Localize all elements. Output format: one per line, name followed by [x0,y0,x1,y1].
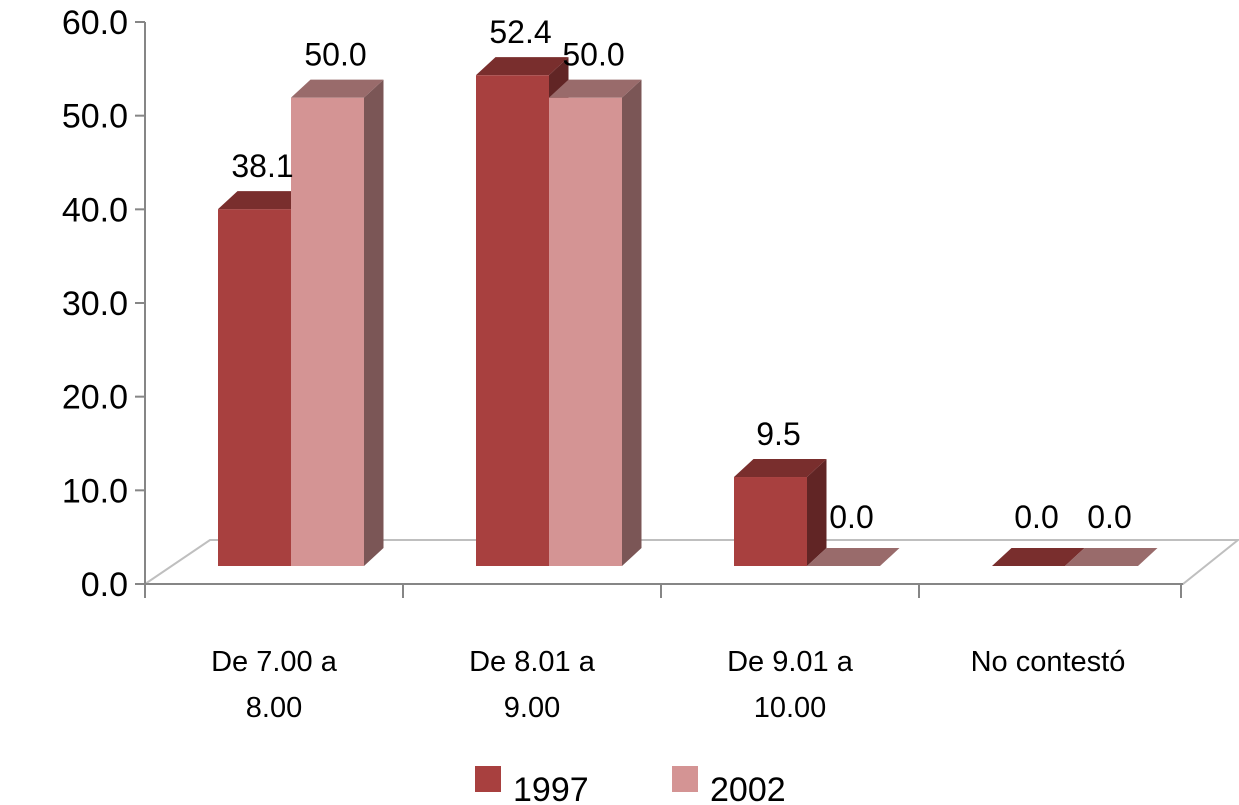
bar-front [549,97,622,567]
bar-top [992,548,1085,566]
bar-2002-2 [807,548,900,566]
data-labels: 38.1 52.4 9.5 0.0 50.0 50.0 0.0 0.0 [231,14,1131,535]
bar-top [291,79,384,98]
data-label: 38.1 [231,148,293,184]
bar-1997-1 [476,57,569,566]
y-tick-label: 20.0 [62,379,128,417]
bar-1997-2 [734,459,827,566]
bars [218,57,1158,567]
bar-side [622,79,642,567]
bar-2002-3 [1065,548,1158,566]
legend-swatch-1997 [475,766,501,792]
bar-front [291,97,364,567]
bar-top [218,191,311,210]
bar-1997-3 [992,548,1085,566]
data-label: 0.0 [829,499,873,535]
data-label: 50.0 [304,37,366,73]
bar-front [734,477,807,566]
bar-front [218,209,291,566]
data-label: 0.0 [1087,499,1131,535]
bar-front [476,75,549,566]
data-label: 9.5 [756,416,800,452]
bar-top [549,79,642,98]
legend: 1997 2002 [475,766,786,805]
legend-label-2002: 2002 [710,771,786,805]
data-label: 50.0 [562,37,624,73]
y-tick-label: 10.0 [62,472,128,510]
x-category-label: No contestó [971,646,1126,678]
data-label: 52.4 [489,14,551,50]
bar-top [734,459,827,478]
y-tick-label: 30.0 [62,285,128,323]
y-tick-label: 0.0 [81,566,128,604]
bar-top [476,57,569,76]
bar-top [807,548,900,566]
axes: 0.0 10.0 20.0 30.0 40.0 50.0 60.0 De 7.00 a 8.00… [62,4,1183,724]
legend-label-1997: 1997 [513,771,589,805]
bar-2002-1 [549,79,642,567]
x-category-label: De 9.01 a 10.00 [727,646,854,724]
x-category-label: De 7.00 a 8.00 [211,646,338,724]
data-label: 0.0 [1014,499,1058,535]
y-tick-label: 50.0 [62,98,128,136]
bar-side [807,459,827,566]
x-category-label: De 8.01 a 9.00 [469,646,596,724]
bar-side [364,79,384,567]
bar-2002-0 [291,79,384,567]
bar-top [1065,548,1158,566]
legend-swatch-2002 [672,766,698,792]
y-tick-label: 60.0 [62,4,128,42]
y-tick-label: 40.0 [62,191,128,229]
